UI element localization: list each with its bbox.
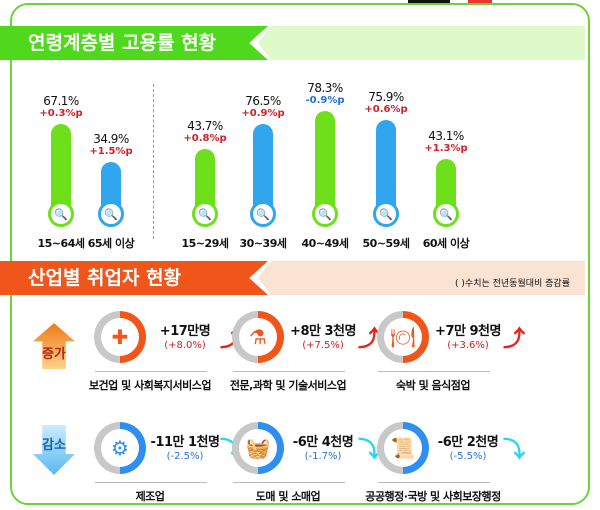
rate-change: +0.6%p [364, 104, 408, 115]
employment-rate: 67.1% [43, 94, 79, 108]
divider [233, 371, 345, 372]
industry-name: 공공행정·국방 및 사회보장행정 [365, 490, 501, 503]
employment-rate: 75.9% [368, 90, 404, 104]
divider [233, 482, 345, 483]
section2-header-strip [258, 261, 585, 295]
industry-name: 제조업 [135, 490, 165, 503]
document-search-icon: 🔍 [98, 201, 124, 227]
age-group-label: 40~49세 [301, 237, 349, 250]
increase-ring: ⚗ [232, 311, 284, 363]
decrease-label: 감소 [42, 437, 66, 453]
rate-change: -0.9%p [305, 95, 345, 106]
trend-down-icon: ⤵ [358, 438, 381, 463]
rate-bar [436, 159, 456, 214]
age-group-label: 50~59세 [362, 237, 410, 250]
rate-bar [195, 149, 215, 214]
industry-name: 숙박 및 음식점업 [396, 379, 471, 392]
change-percent: (-2.5%) [166, 451, 204, 462]
section2-title: 산업별 취업자 현황 [0, 261, 268, 295]
rate-bar [376, 120, 396, 214]
document-search-icon: 🔍 [373, 201, 399, 227]
employee-change: +17만명 [159, 324, 211, 339]
rate-bar [253, 124, 273, 214]
age-group-label: 30~39세 [239, 237, 287, 250]
divider [378, 482, 490, 483]
rate-change: +0.8%p [183, 133, 227, 144]
industry-icon: 📜 [384, 429, 422, 467]
change-percent: (+7.5%) [302, 340, 344, 351]
section1-title: 연령계층별 고용률 현황 [0, 26, 268, 60]
employee-change: -6만 2천명 [437, 435, 499, 450]
trend-up-icon: ⤴ [503, 327, 526, 352]
employee-change: -6만 4천명 [292, 435, 354, 450]
employee-change: +7만 9천명 [435, 324, 501, 339]
age-group-label: 65세 이상 [87, 237, 135, 250]
decrease-ring: ⚙ [94, 422, 146, 474]
employment-rate: 78.3% [307, 81, 343, 95]
trend-up-icon: ⤴ [358, 327, 381, 352]
document-search-icon: 🔍 [192, 201, 218, 227]
rate-change: +0.9%p [241, 108, 285, 119]
employment-rate: 43.1% [428, 129, 464, 143]
document-search-icon: 🔍 [250, 201, 276, 227]
change-percent: (+8.0%) [164, 340, 206, 351]
industry-icon: 🧺 [239, 429, 277, 467]
change-percent: (+3.6%) [447, 340, 489, 351]
employment-rate: 34.9% [93, 132, 129, 146]
rate-change: +0.3%p [39, 108, 83, 119]
document-search-icon: 🔍 [312, 201, 338, 227]
employee-change: +8만 3천명 [290, 324, 356, 339]
industry-name: 도매 및 소매업 [255, 490, 321, 503]
industry-icon: ✚ [101, 318, 139, 356]
divider [378, 371, 490, 372]
document-search-icon: 🔍 [48, 201, 74, 227]
infographic-frame [10, 3, 590, 505]
section1-header-strip [258, 26, 585, 60]
industry-icon: ⚙ [101, 429, 139, 467]
decor-bar [468, 0, 492, 3]
document-search-icon: 🔍 [433, 201, 459, 227]
age-group-label: 15~29세 [181, 237, 229, 250]
divider [95, 482, 207, 483]
decrease-ring: 📜 [377, 422, 429, 474]
trend-down-icon: ⤵ [503, 438, 526, 463]
change-percent: (-5.5%) [449, 451, 487, 462]
change-percent: (-1.7%) [304, 451, 342, 462]
rate-change: +1.5%p [89, 146, 133, 157]
employment-rate: 76.5% [245, 94, 281, 108]
rate-bar [315, 111, 335, 214]
employment-rate: 43.7% [187, 119, 223, 133]
industry-icon: 🍽 [384, 318, 422, 356]
industry-name: 보건업 및 사회복지서비스업 [88, 379, 212, 392]
increase-ring: 🍽 [377, 311, 429, 363]
divider [153, 84, 154, 239]
decrease-ring: 🧺 [232, 422, 284, 474]
age-group-label: 60세 이상 [422, 237, 470, 250]
rate-bar [51, 124, 71, 214]
note: ( )수치는 전년동월대비 증감률 [455, 279, 570, 289]
increase-label: 증가 [42, 346, 66, 362]
increase-ring: ✚ [94, 311, 146, 363]
rate-change: +1.3%p [424, 143, 468, 154]
age-group-label: 15~64세 [37, 237, 85, 250]
industry-name: 전문,과학 및 기술서비스업 [229, 379, 347, 392]
divider [95, 371, 207, 372]
decor-bar [408, 0, 450, 3]
industry-icon: ⚗ [239, 318, 277, 356]
employee-change: -11만 1천명 [150, 435, 220, 450]
